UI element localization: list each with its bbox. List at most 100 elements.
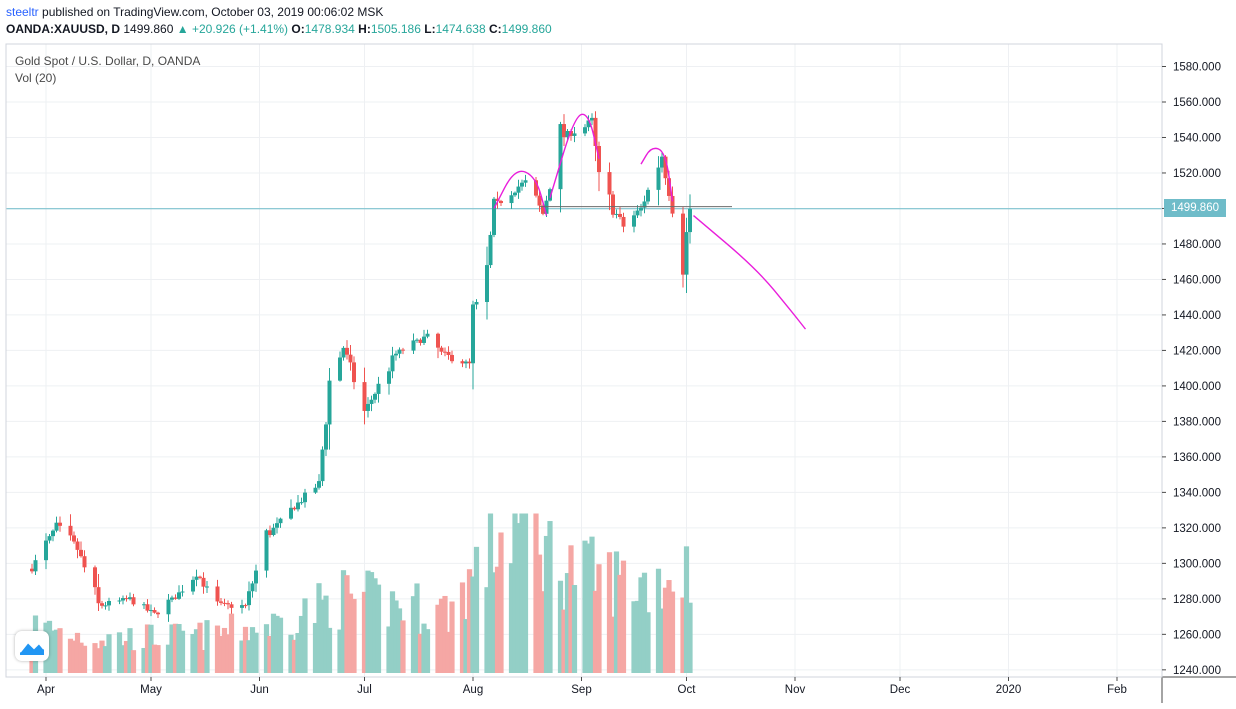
volume-bar (494, 566, 501, 673)
change-value: +20.926 (+1.41%) (191, 22, 289, 36)
drawings[interactable] (493, 113, 807, 330)
volume-bar (127, 628, 133, 673)
volume-bar (389, 591, 396, 673)
candle (593, 117, 598, 146)
candle (639, 207, 643, 211)
volume-bar (197, 622, 203, 673)
volume-bar (386, 626, 392, 673)
volume-bar (347, 593, 354, 673)
candle (149, 610, 153, 612)
candle (366, 403, 370, 411)
candle (415, 339, 419, 341)
candle (82, 556, 87, 568)
candle (569, 131, 573, 136)
volume-bar (438, 598, 445, 673)
volume-bar (249, 627, 256, 673)
candle (548, 189, 552, 201)
candle (191, 579, 195, 592)
volume-bar (375, 584, 382, 673)
candle (565, 131, 570, 138)
time-axis[interactable]: Apr May Jun Jul Aug Sep Oct Nov Dec 2020 Feb (37, 677, 1127, 696)
chart-frame (5, 43, 1163, 678)
candle (471, 304, 475, 364)
volume-bar (638, 577, 644, 673)
volume-bar (214, 625, 221, 673)
volume-bar (351, 598, 357, 673)
volume-bar (344, 575, 350, 673)
price-tick-label: 1320.000 (1173, 523, 1221, 535)
candle (313, 487, 318, 493)
time-tick-label: Jun (250, 684, 269, 696)
candle (247, 591, 251, 606)
volume-bar (620, 560, 627, 673)
candle (222, 602, 227, 604)
time-tick-label: Aug (463, 684, 483, 696)
volume-bar (641, 572, 648, 673)
candle (401, 349, 405, 351)
candle (107, 600, 111, 606)
candle (681, 213, 685, 275)
volume-bar (340, 570, 347, 673)
candle (54, 522, 59, 531)
volume-bar (200, 649, 207, 673)
candle (373, 393, 377, 400)
volume-bar (410, 596, 417, 673)
candle (562, 124, 566, 138)
volume-bar (319, 599, 326, 673)
volume-bar (155, 645, 161, 673)
candle (376, 383, 381, 394)
volume-bar (669, 591, 676, 673)
close-value: 1499.860 (501, 22, 552, 36)
candle (219, 601, 223, 603)
price-axis[interactable]: 1580.0001560.0001540.0001520.0001500.000… (1162, 62, 1221, 677)
price-tick-label: 1300.000 (1173, 558, 1221, 570)
candle (72, 535, 76, 542)
volume-legend[interactable]: Vol (20) (15, 71, 57, 85)
volume-bar (491, 572, 497, 673)
close-label: C: (488, 22, 502, 36)
volume-bar (130, 650, 137, 673)
candle (131, 597, 136, 605)
volume-bar (204, 620, 210, 673)
candle (156, 612, 160, 615)
candle (275, 523, 279, 528)
tradingview-logo-icon[interactable] (15, 631, 49, 661)
symbol-label: OANDA:XAUUSD, D (6, 22, 120, 36)
price-tick-label: 1480.000 (1173, 239, 1221, 251)
volume-bar (571, 584, 578, 673)
volume-bar (487, 513, 494, 673)
volume-bar (613, 551, 620, 673)
volume-bar (172, 623, 179, 673)
candle (513, 192, 517, 196)
candle (544, 200, 549, 214)
volume-bar (564, 573, 571, 673)
volume-bar (246, 640, 252, 673)
last-price-tag: 1499.860 (1164, 199, 1226, 217)
candle (656, 167, 661, 190)
candle (492, 198, 496, 235)
candle (418, 339, 423, 343)
volume-bar (225, 634, 231, 673)
published-text: published on TradingView.com, October 03… (42, 5, 384, 19)
candle (30, 568, 34, 572)
author-link[interactable]: steeltr (6, 5, 39, 19)
series-legend[interactable]: Gold Spot / U.S. Dollar, D, OANDA (15, 54, 201, 68)
volume-bar (106, 634, 112, 673)
candle (660, 156, 664, 168)
open-value: 1478.934 (304, 22, 355, 36)
candle (422, 336, 426, 343)
volume-bar (221, 627, 228, 673)
candle (499, 200, 503, 204)
candle (100, 603, 104, 606)
volume-bar (617, 574, 623, 673)
volume-bar (267, 635, 273, 673)
candle (152, 610, 157, 613)
candle (523, 180, 528, 183)
volume-bar (585, 543, 592, 673)
open-label: O: (291, 22, 305, 36)
volume-bar (193, 629, 200, 673)
volume-bar (463, 619, 469, 673)
candle (464, 361, 468, 364)
candle (142, 604, 146, 606)
